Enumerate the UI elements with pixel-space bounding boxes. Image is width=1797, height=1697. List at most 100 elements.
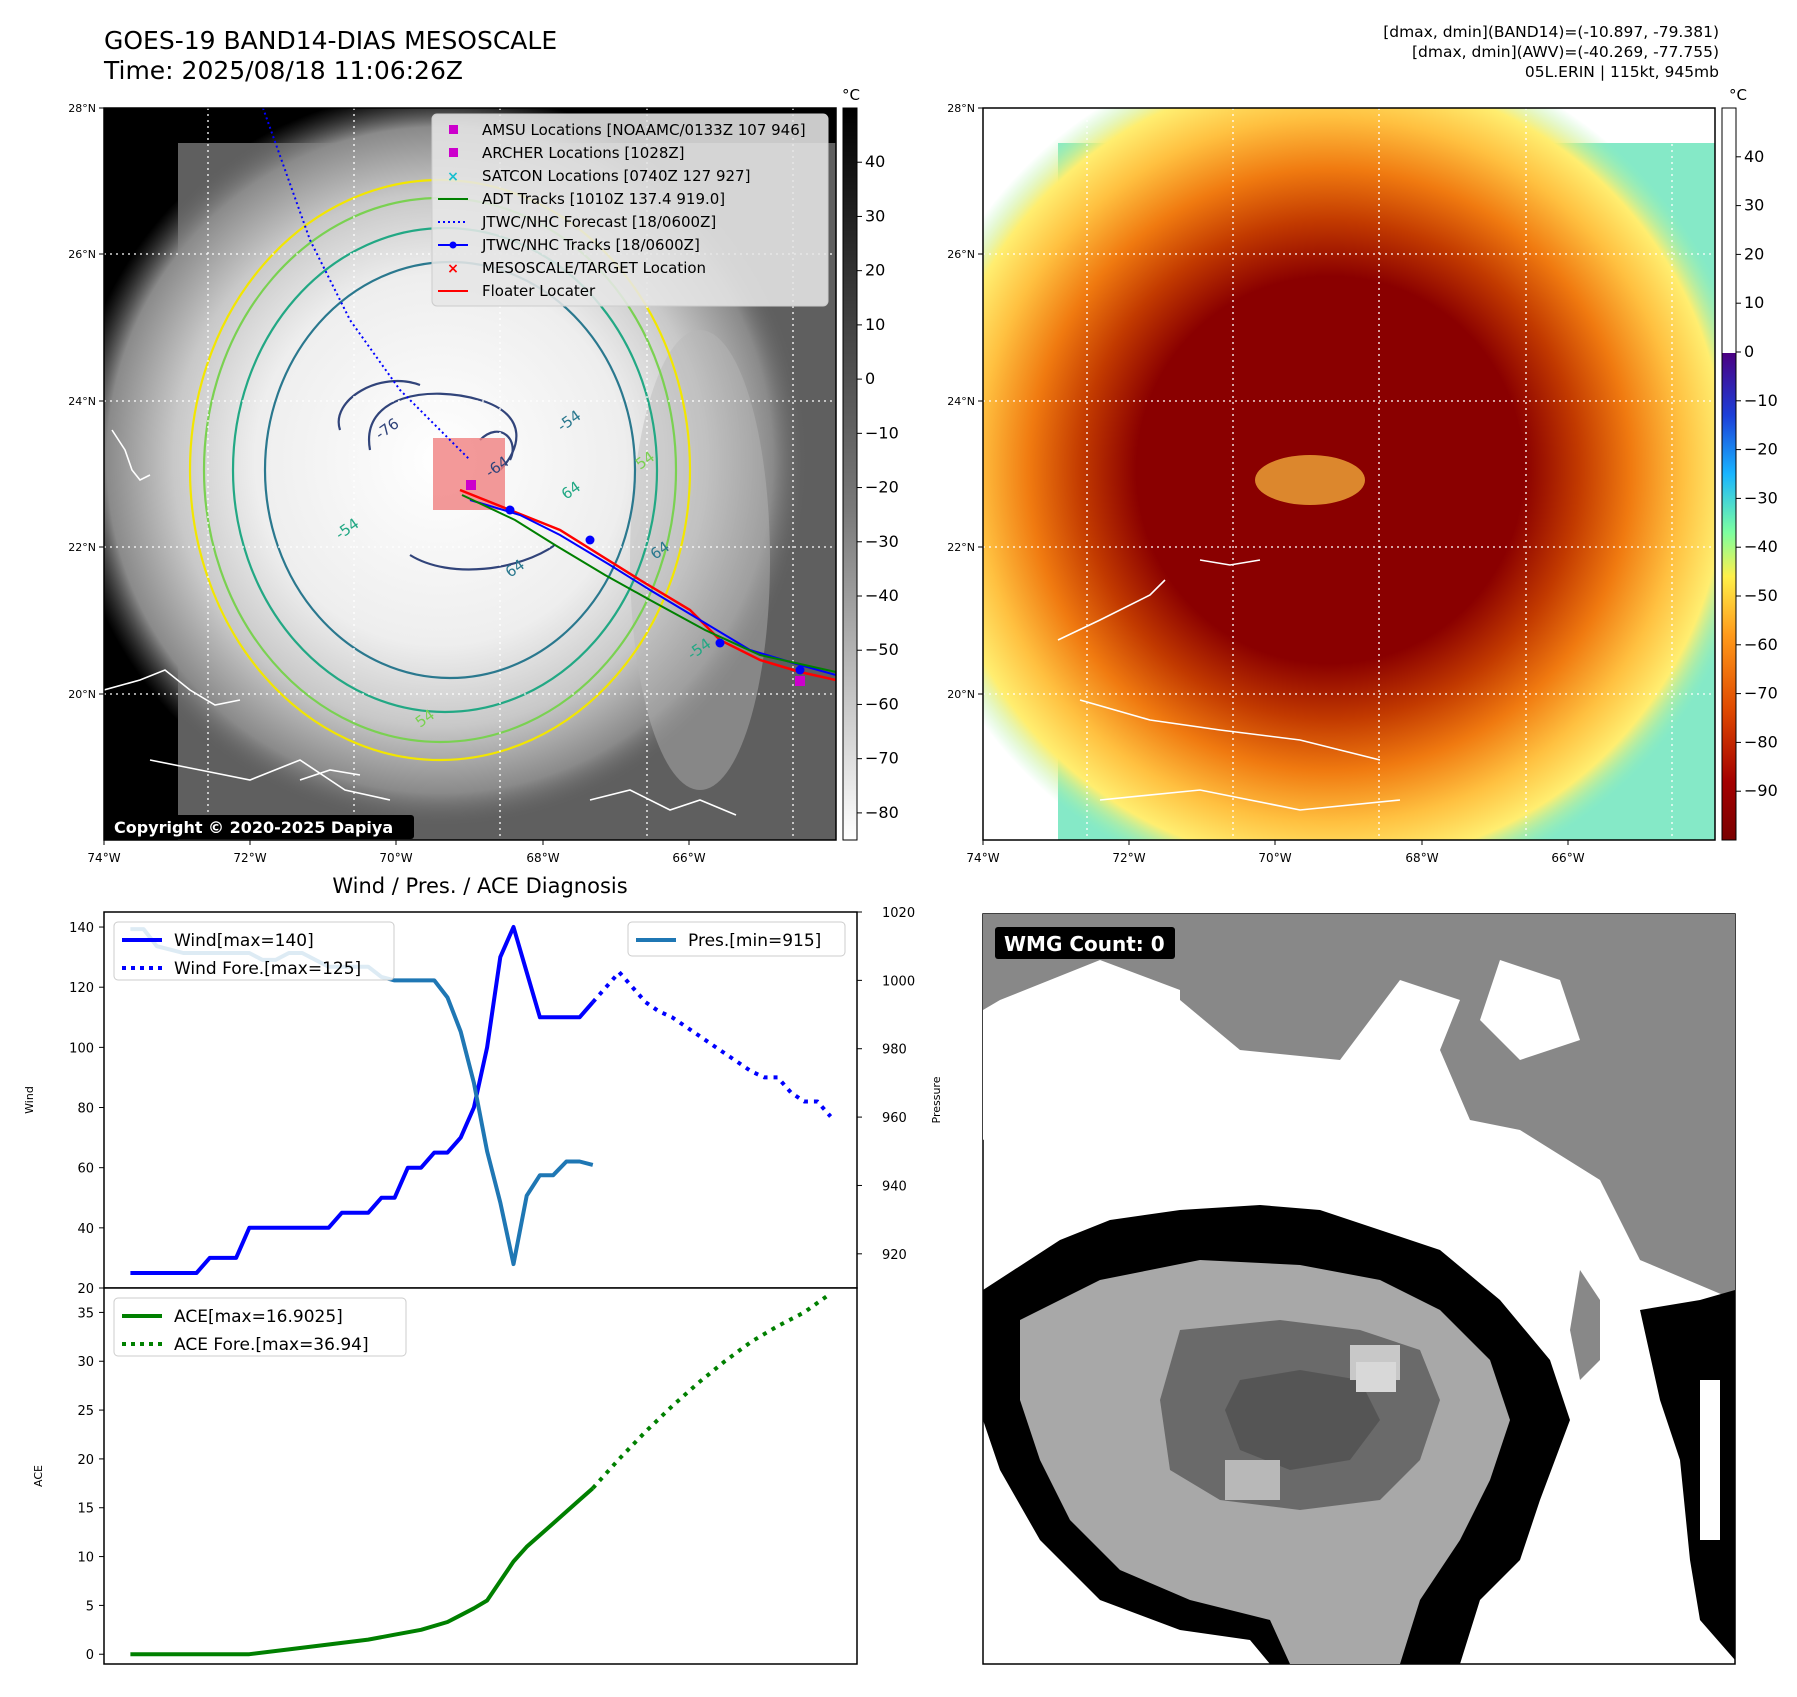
lat-tick-label: 22°N bbox=[947, 541, 975, 554]
ir-map-frame bbox=[103, 107, 837, 841]
lon-tick-label: 72°W bbox=[1112, 851, 1145, 865]
awv-map-frame bbox=[982, 107, 1716, 841]
cbar-tick-label: −50 bbox=[865, 640, 899, 659]
legend-marker-x: × bbox=[447, 261, 459, 277]
cbar-tick-label: −70 bbox=[865, 749, 899, 768]
pressure-tick-label: 960 bbox=[882, 1111, 907, 1126]
pressure-tick-label: 940 bbox=[882, 1179, 907, 1194]
cbar-tick-label: −20 bbox=[1744, 440, 1778, 459]
legend-label: SATCON Locations [0740Z 127 927] bbox=[482, 167, 750, 185]
legend-marker-square bbox=[449, 125, 458, 134]
gray-colorbar-unit: °C bbox=[842, 86, 860, 104]
legend-label: MESOSCALE/TARGET Location bbox=[482, 259, 706, 277]
lat-tick-label: 20°N bbox=[68, 688, 96, 701]
ace-tick-label: 0 bbox=[86, 1648, 94, 1663]
ace-series-group bbox=[130, 1291, 832, 1657]
ace-axis-label: ACE bbox=[32, 1465, 45, 1487]
archer-marker bbox=[466, 480, 476, 490]
wmg-count-label: WMG Count: 0 bbox=[1004, 932, 1165, 956]
ace-forecast-line bbox=[591, 1291, 832, 1490]
cbar-tick-label: −60 bbox=[865, 694, 899, 713]
cbar-tick-label: 0 bbox=[865, 369, 875, 388]
stats-awv: [dmax, dmin](AWV)=(-40.269, -77.755) bbox=[1412, 43, 1719, 61]
awv-coastlines bbox=[1057, 559, 1401, 811]
cbar-tick-label: −40 bbox=[865, 586, 899, 605]
copyright-box bbox=[108, 815, 414, 839]
ace-y-ticks: 35 30 25 20 15 10 5 0 bbox=[77, 1306, 104, 1663]
chart-title: GOES-19 BAND14-DIAS MESOSCALE bbox=[104, 26, 558, 55]
pressure-y-ticks: 1020 1000 980 960 940 920 bbox=[857, 906, 915, 1263]
ace-tick-label: 5 bbox=[86, 1599, 94, 1614]
lat-tick-label: 28°N bbox=[68, 102, 96, 115]
wind-tick-label: 60 bbox=[77, 1162, 94, 1177]
floater-track-line bbox=[459, 488, 836, 682]
pressure-tick-label: 980 bbox=[882, 1043, 907, 1058]
cbar-tick-label: −50 bbox=[1744, 586, 1778, 605]
cbar-tick-label: −60 bbox=[1744, 635, 1778, 654]
contour-navy bbox=[367, 392, 556, 571]
pressure-legend: Pres.[min=915] bbox=[627, 921, 846, 957]
cbar-tick-label: 10 bbox=[1744, 293, 1764, 312]
legend-pressure: Pres.[min=915] bbox=[688, 931, 821, 951]
cbar-tick-label: −30 bbox=[865, 532, 899, 551]
lat-tick-label: 24°N bbox=[68, 395, 96, 408]
wind-tick-label: 140 bbox=[69, 921, 94, 936]
awv-colorbar-unit: °C bbox=[1729, 86, 1747, 104]
pressure-axis-label: Pressure bbox=[930, 1076, 943, 1123]
wind-axis-label: Wind bbox=[23, 1086, 36, 1114]
stats-band14: [dmax, dmin](BAND14)=(-10.897, -79.381) bbox=[1383, 23, 1719, 41]
ace-tick-label: 25 bbox=[77, 1404, 94, 1419]
legend-label: JTWC/NHC Tracks [18/0600Z] bbox=[481, 236, 700, 254]
nhc-track-points bbox=[505, 505, 805, 675]
cbar-tick-label: 20 bbox=[865, 261, 885, 280]
legend-wind-forecast: Wind Fore.[max=125] bbox=[174, 959, 361, 979]
ir-map-panel: Copyright © 2020-2025 Dapiya bbox=[104, 108, 836, 840]
wind-tick-label: 120 bbox=[69, 981, 94, 996]
lon-tick-label: 74°W bbox=[87, 851, 120, 865]
lat-tick-label: 26°N bbox=[68, 248, 96, 261]
map-legend: AMSU Locations [NOAAMC/0133Z 107 946] ARC… bbox=[431, 113, 829, 307]
lon-tick-label: 68°W bbox=[1405, 851, 1438, 865]
amsu-marker bbox=[795, 676, 805, 686]
cbar-tick-label: −80 bbox=[1744, 732, 1778, 751]
legend-marker-square bbox=[449, 148, 458, 157]
wind-y-ticks: 140 120 100 80 60 40 20 bbox=[69, 921, 104, 1297]
diagnosis-title: Wind / Pres. / ACE Diagnosis bbox=[332, 874, 627, 898]
wind-line bbox=[130, 925, 595, 1275]
cbar-tick-label: 0 bbox=[1744, 342, 1754, 361]
lon-tick-label: 66°W bbox=[672, 851, 705, 865]
awv-grid bbox=[983, 108, 1715, 840]
copyright-text: Copyright © 2020-2025 Dapiya bbox=[114, 818, 393, 837]
lon-tick-label: 72°W bbox=[233, 851, 266, 865]
lat-tick-label: 20°N bbox=[947, 688, 975, 701]
ir-lat-ticks: 28°N 26°N 24°N 22°N 20°N bbox=[68, 102, 104, 701]
cbar-tick-label: 10 bbox=[865, 315, 885, 334]
chart-title-block: GOES-19 BAND14-DIAS MESOSCALE Time: 2025… bbox=[104, 26, 557, 86]
lat-tick-label: 24°N bbox=[947, 395, 975, 408]
ace-line bbox=[130, 1486, 595, 1657]
awv-colorbar-ticks: 40 30 20 10 0 −10 −20 −30 −40 −50 −60 −70 −80 −90 bbox=[1736, 147, 1778, 800]
awv-lon-ticks: 74°W 72°W 70°W 68°W 66°W bbox=[966, 840, 1585, 865]
cbar-tick-label: 40 bbox=[1744, 147, 1764, 166]
legend-ace-forecast: ACE Fore.[max=36.94] bbox=[174, 1335, 369, 1355]
lat-tick-label: 22°N bbox=[68, 541, 96, 554]
awv-colorbar bbox=[1721, 107, 1737, 841]
wind-tick-label: 100 bbox=[69, 1041, 94, 1056]
ace-tick-label: 35 bbox=[77, 1306, 94, 1321]
legend-marker-x: × bbox=[447, 169, 459, 185]
awv-map-panel bbox=[983, 108, 1715, 840]
lon-tick-label: 68°W bbox=[526, 851, 559, 865]
adt-track-line bbox=[461, 494, 836, 673]
cbar-tick-label: −10 bbox=[865, 423, 899, 442]
wind-tick-label: 40 bbox=[77, 1222, 94, 1237]
ace-tick-label: 10 bbox=[77, 1551, 94, 1566]
legend-label: ADT Tracks [1010Z 137.4 919.0] bbox=[482, 190, 725, 208]
gray-colorbar bbox=[842, 107, 858, 841]
stats-block: [dmax, dmin](BAND14)=(-10.897, -79.381) … bbox=[1383, 22, 1719, 82]
coastlines bbox=[104, 429, 737, 816]
lon-tick-label: 70°W bbox=[1258, 851, 1291, 865]
wind-legend: Wind[max=140] Wind Fore.[max=125] bbox=[113, 921, 395, 981]
pressure-tick-label: 1020 bbox=[882, 906, 915, 921]
ace-tick-label: 15 bbox=[77, 1502, 94, 1517]
